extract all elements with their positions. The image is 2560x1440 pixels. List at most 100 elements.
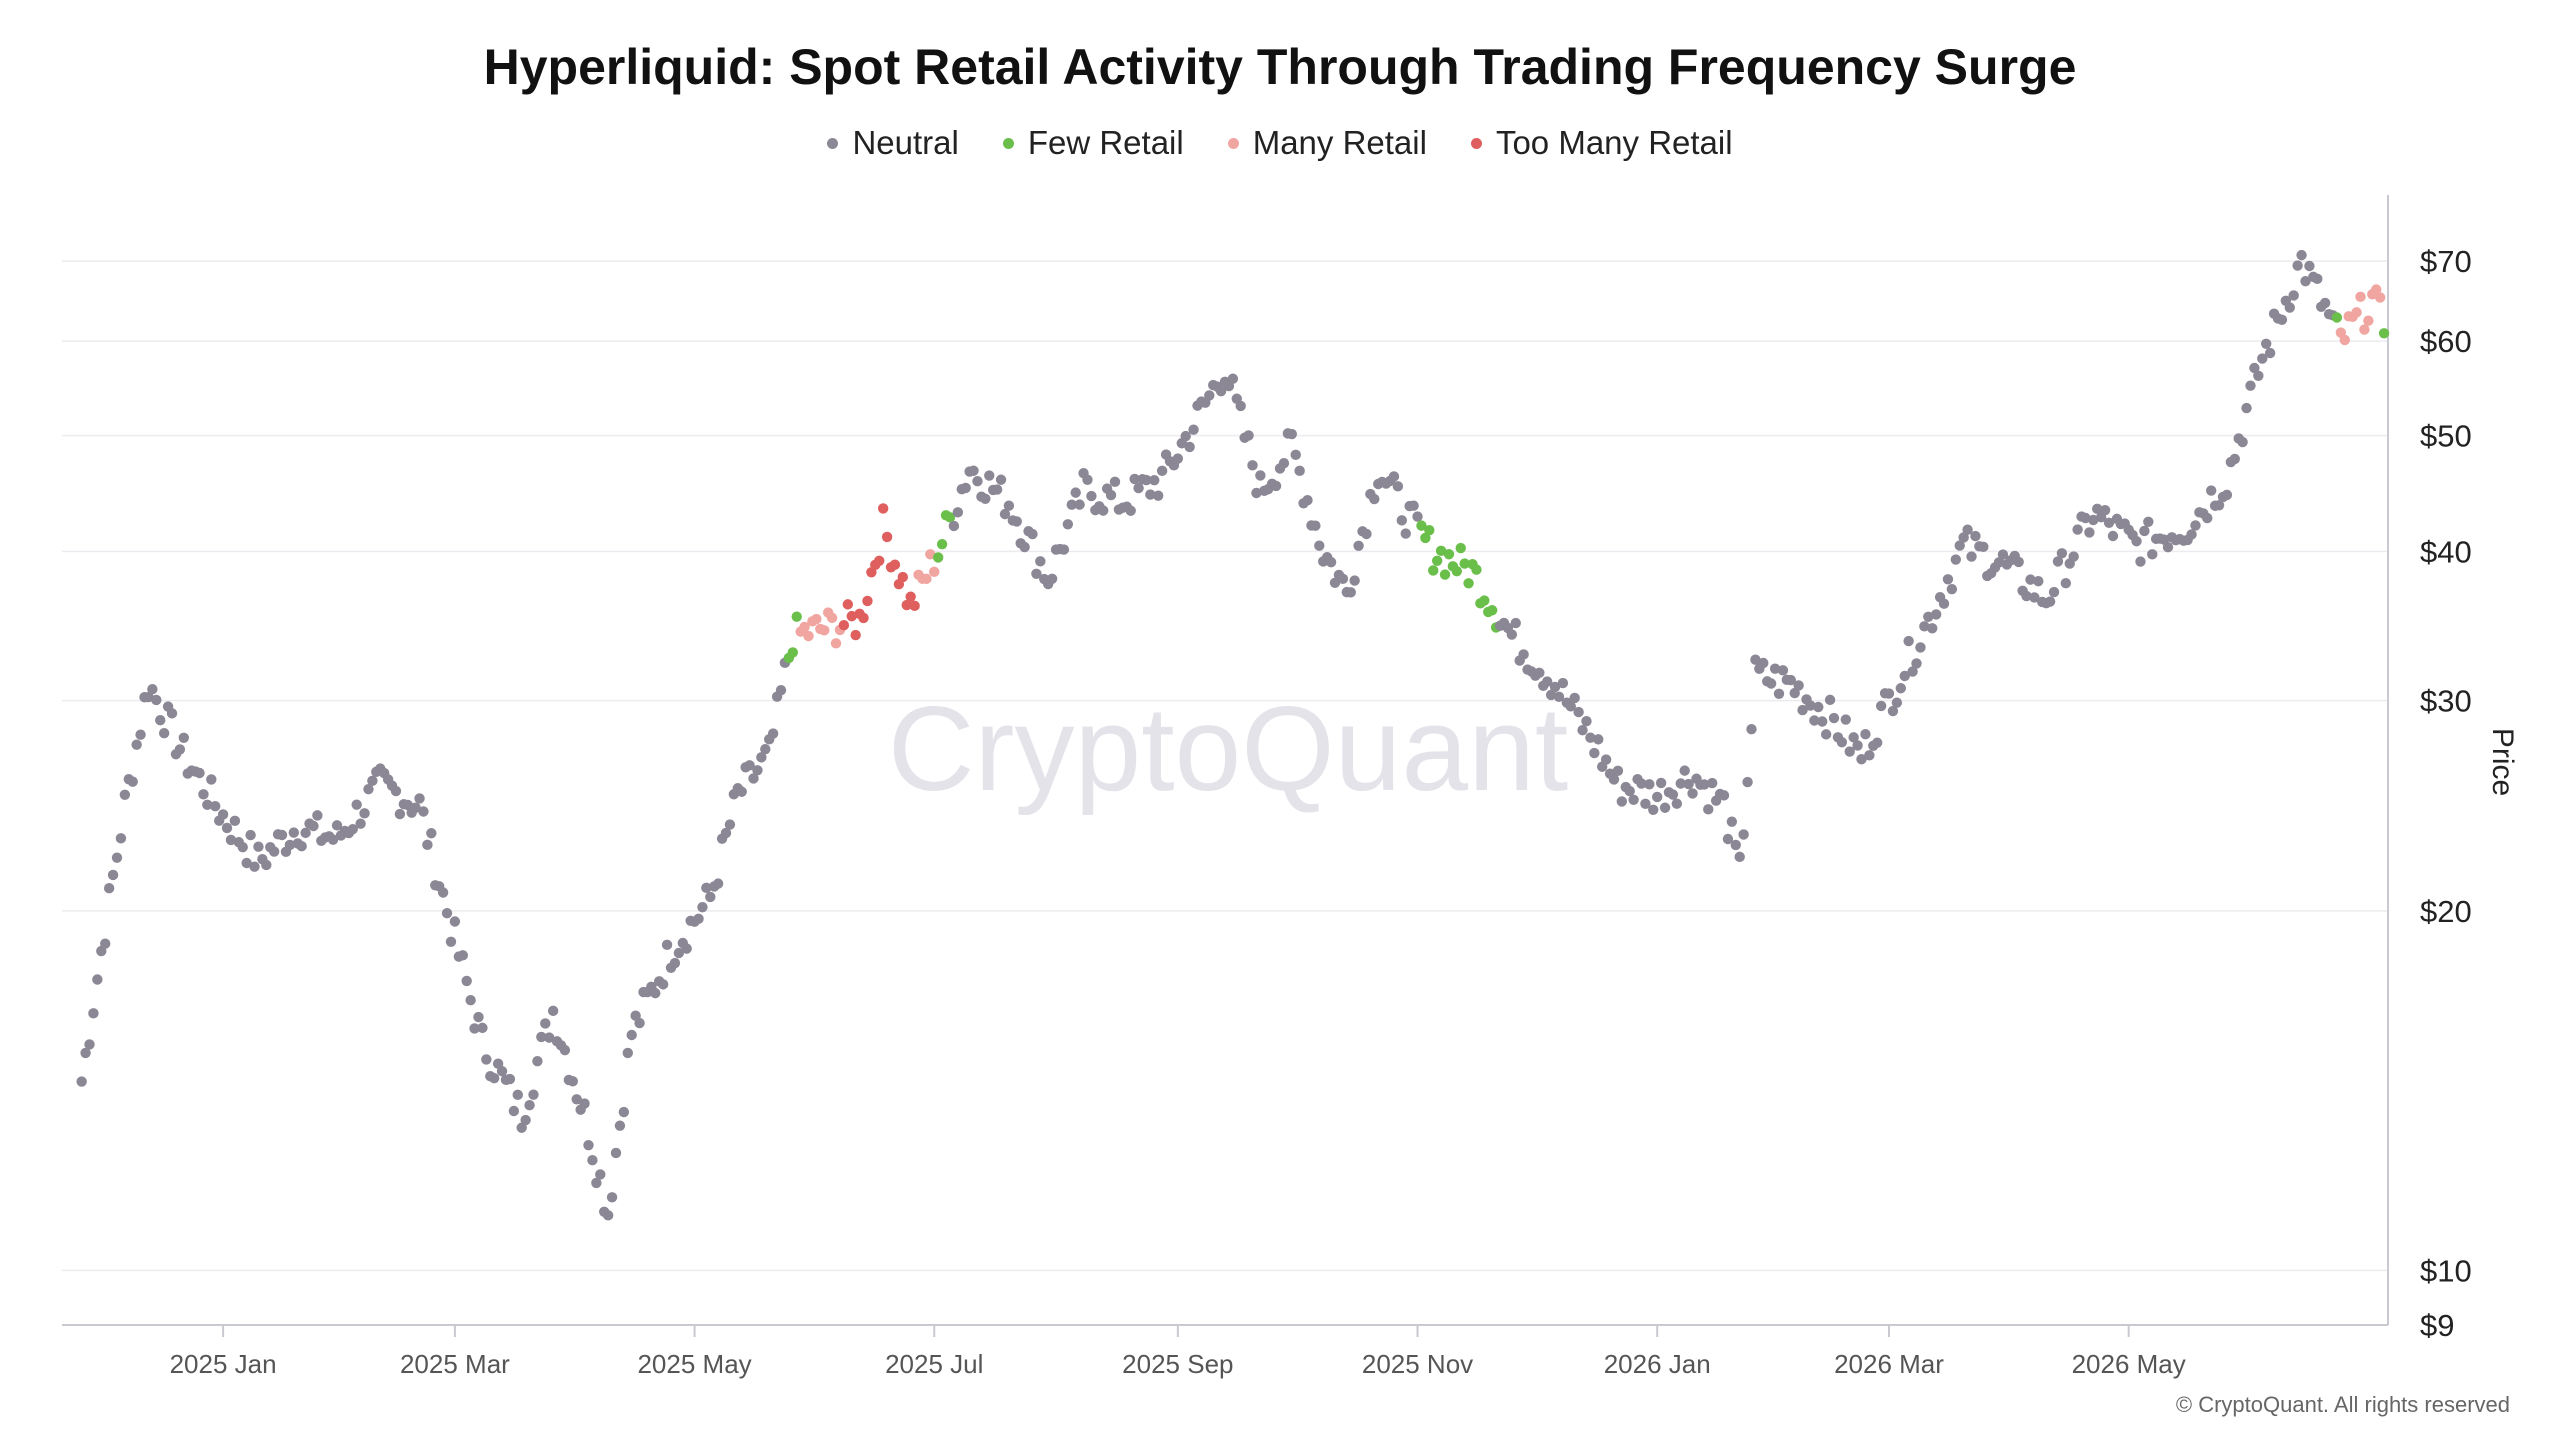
price-point (1820, 729, 1832, 740)
price-point (481, 1054, 492, 1065)
price-point (524, 1100, 535, 1111)
price-point (135, 729, 146, 740)
price-point (614, 1120, 626, 1131)
x-tick-label: 2025 Jul (885, 1349, 983, 1379)
price-point (595, 1169, 606, 1180)
price-point (390, 785, 402, 797)
price-point (1899, 670, 1910, 682)
price-point (1746, 724, 1757, 735)
price-point (1549, 681, 1561, 693)
price-point (1773, 688, 1785, 699)
price-point (1518, 649, 1529, 660)
price-point (1479, 595, 1490, 606)
price-point (1844, 746, 1855, 757)
price-point (1290, 449, 1301, 461)
price-point (1109, 476, 1121, 488)
price-point (536, 1031, 547, 1043)
price-point (2139, 525, 2150, 537)
price-point (261, 859, 272, 871)
price-point (1451, 565, 1463, 577)
price-point (88, 1008, 99, 1019)
price-point (1671, 798, 1683, 809)
price-point (1349, 575, 1360, 586)
price-point (1722, 833, 1734, 845)
price-point (1439, 569, 1451, 580)
price-point (724, 819, 736, 830)
price-point (1817, 716, 1828, 727)
price-point (1286, 428, 1297, 440)
price-point (1345, 587, 1356, 598)
price-point (1907, 666, 1918, 677)
price-point (1337, 573, 1349, 585)
price-point (1655, 777, 1667, 789)
price-point (80, 1047, 91, 1059)
price-point (1687, 788, 1698, 799)
price-point (748, 773, 759, 784)
price-point (1412, 511, 1423, 522)
price-point (2249, 362, 2260, 374)
price-point (394, 808, 406, 820)
price-point (1640, 798, 1651, 809)
price-point (2048, 586, 2060, 598)
price-point (488, 1072, 500, 1084)
price-point (1703, 804, 1714, 815)
price-point (559, 1044, 571, 1056)
price-point (1726, 816, 1738, 827)
price-point (347, 824, 358, 835)
price-point (2092, 503, 2103, 515)
price-point (929, 566, 940, 578)
price-point (2371, 284, 2382, 295)
price-point (1616, 796, 1628, 807)
price-point (1852, 740, 1863, 751)
price-point (897, 571, 909, 583)
price-point (830, 638, 842, 649)
price-point (901, 599, 912, 611)
price-point (826, 612, 838, 624)
legend-label-few-retail: Few Retail (1027, 124, 1184, 161)
price-point (194, 767, 205, 779)
legend-item-neutral[interactable]: Neutral (827, 124, 959, 162)
price-point (787, 647, 799, 658)
legend-item-too-many-retail[interactable]: Too Many Retail (1470, 124, 1733, 162)
price-point (760, 743, 771, 755)
price-point (103, 882, 115, 894)
price-point (650, 987, 661, 999)
price-point (1153, 490, 1164, 501)
price-point (1872, 737, 1883, 748)
price-point (155, 714, 166, 726)
price-point (583, 1139, 594, 1151)
price-point (1392, 481, 1404, 492)
price-point (1541, 676, 1553, 687)
legend-item-few-retail[interactable]: Few Retail (1002, 124, 1184, 162)
price-point (1062, 519, 1074, 530)
price-point (1577, 725, 1588, 736)
price-point (1738, 829, 1749, 840)
price-point (1966, 551, 1977, 562)
price-point (1785, 674, 1796, 686)
price-point (669, 957, 681, 969)
price-point (2237, 436, 2248, 448)
price-point (587, 1155, 598, 1166)
price-point (2190, 520, 2201, 531)
price-point (803, 630, 814, 642)
price-point (2241, 402, 2252, 414)
y-tick-label: $70 (2420, 244, 2472, 279)
price-point (1149, 474, 1160, 486)
price-point (221, 822, 233, 834)
price-point (2359, 324, 2370, 335)
price-point (111, 852, 123, 863)
price-point (1997, 549, 2009, 560)
x-tick-label: 2025 Jan (170, 1349, 277, 1379)
price-point (1188, 424, 1199, 435)
price-point (2013, 556, 2024, 568)
price-point (705, 891, 716, 903)
price-point (1270, 480, 1282, 492)
price-point (2135, 556, 2146, 567)
price-point (1435, 545, 1447, 557)
price-point (661, 939, 673, 951)
legend-item-many-retail[interactable]: Many Retail (1227, 124, 1427, 162)
price-point (1247, 460, 1258, 471)
price-point (217, 809, 229, 820)
price-point (1793, 680, 1804, 691)
price-point (296, 841, 307, 852)
